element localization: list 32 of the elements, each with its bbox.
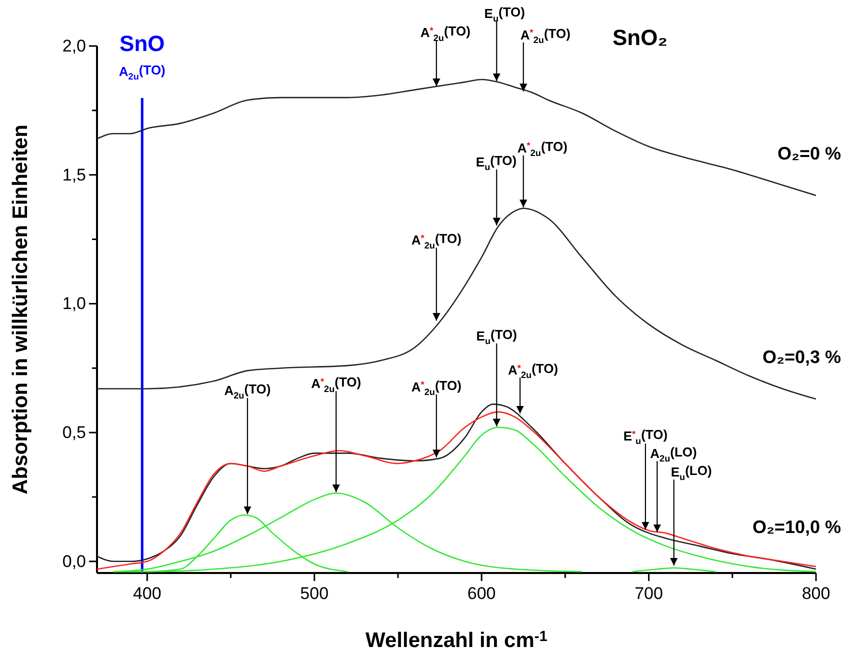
annotation: E$_{u}$(TO)	[476, 152, 517, 172]
y-tick-label: 1,5	[62, 165, 86, 184]
y-tick-label: 0,5	[62, 422, 86, 442]
y-axis-title: Absorption in willkürlichen Einheiten	[9, 124, 32, 494]
annotation: A$^{*}$$_{2u}$(TO)	[520, 26, 570, 46]
x-tick-label: 500	[300, 584, 329, 603]
y-tick-label: 2,0	[62, 36, 86, 56]
annotation: A$^{*}$$_{2u}$(TO)	[411, 378, 462, 397]
annotation: A$^{*}$$_{2u}$(TO)	[508, 360, 558, 380]
x-tick-label: 400	[132, 584, 162, 603]
annotation: A$^{*}$$_{2u}$(TO)	[420, 24, 470, 43]
x-axis-title: Wellenzahl in cm$^{-1}$	[366, 629, 548, 652]
series-label: O₂=10,0 %	[752, 517, 841, 538]
x-tick-label: 700	[634, 584, 663, 603]
x-tick-label: 800	[802, 584, 830, 603]
ref-line-label: A$_{2u}$(TO)	[118, 62, 166, 82]
y-tick-label: 0,0	[62, 552, 86, 571]
series-label: O₂=0,3 %	[762, 347, 841, 368]
annotation: A$^{*}$$_{2u}$(TO)	[311, 374, 362, 394]
annotation: A$^{*}$$_{2u}$(TO)	[517, 138, 568, 158]
annotation: E$^{*}$$_{u}$(TO)	[623, 426, 668, 446]
annotation: SnO₂	[612, 25, 668, 50]
annotation: A$^{*}$$_{2u}$(TO)	[411, 231, 462, 250]
series-label: O₂=0 %	[777, 143, 841, 164]
annotation: SnO	[120, 31, 165, 56]
annotation: A$_{2u}$(LO)	[650, 444, 697, 464]
x-tick-label: 600	[467, 584, 496, 603]
annotation: E$_{u}$(TO)	[476, 326, 517, 346]
annotation: A$_{2u}$(TO)	[224, 381, 271, 401]
y-tick-label: 1,0	[62, 294, 86, 314]
annotation: E$_{u}$(LO)	[670, 462, 712, 482]
annotation: E$_{u}$(TO)	[484, 4, 525, 24]
